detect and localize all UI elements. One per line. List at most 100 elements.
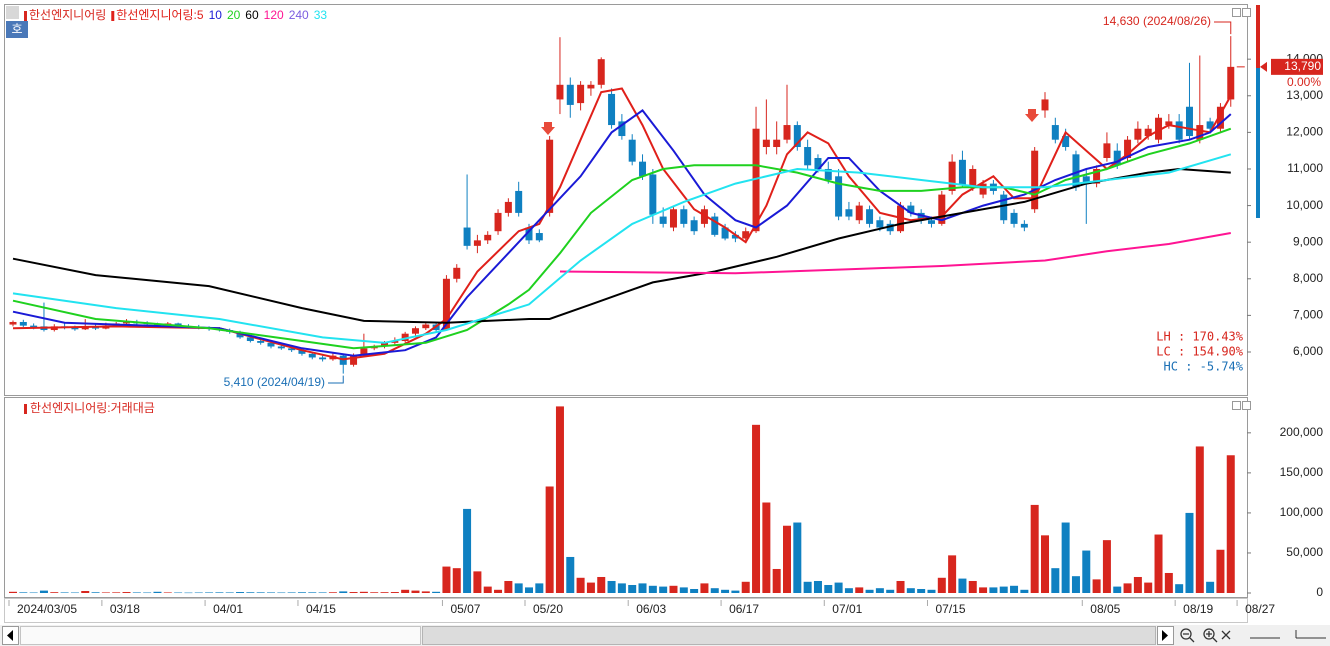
range-icon[interactable] bbox=[1250, 630, 1326, 639]
candle-body bbox=[587, 84, 595, 89]
volume-bar bbox=[514, 583, 523, 593]
candle-body bbox=[453, 267, 461, 279]
volume-bar bbox=[752, 424, 761, 593]
volume-bar bbox=[421, 591, 430, 593]
moving-average-line bbox=[12, 167, 1231, 324]
candle-body bbox=[793, 125, 801, 148]
candle-body bbox=[1175, 121, 1183, 140]
candle-body bbox=[773, 139, 781, 148]
legend-marker bbox=[24, 11, 27, 21]
volume-bar bbox=[1195, 446, 1204, 593]
volume-bar bbox=[473, 571, 482, 593]
volume-bar bbox=[659, 586, 668, 593]
candle-body bbox=[246, 337, 254, 342]
candle-body bbox=[1010, 212, 1018, 224]
candle-body bbox=[969, 168, 977, 188]
moving-average-line bbox=[12, 153, 1232, 344]
volume-title: 한선엔지니어링:거래대금 bbox=[30, 401, 155, 415]
panel-max-button[interactable] bbox=[1242, 8, 1251, 17]
candle-body bbox=[948, 161, 956, 191]
candle-body bbox=[350, 355, 358, 365]
volume-bar bbox=[277, 592, 286, 594]
legend-marker bbox=[24, 404, 27, 414]
candle-body bbox=[979, 183, 987, 195]
volume-bar bbox=[690, 588, 699, 593]
panel-min-button[interactable] bbox=[1232, 401, 1241, 410]
candle-body bbox=[711, 216, 719, 235]
volume-bar bbox=[349, 592, 358, 593]
panel-min-button[interactable] bbox=[1232, 8, 1241, 17]
volume-bar bbox=[535, 583, 544, 593]
volume-bar bbox=[39, 590, 48, 593]
volume-bar bbox=[989, 587, 998, 593]
zoom-in-icon[interactable] bbox=[1203, 628, 1218, 643]
volume-bar bbox=[494, 589, 503, 593]
candle-body bbox=[30, 325, 38, 328]
volume-bar bbox=[236, 592, 245, 593]
candle-body bbox=[473, 240, 481, 246]
panel-max-button[interactable] bbox=[1242, 401, 1251, 410]
scroll-thumb[interactable] bbox=[422, 626, 1156, 645]
volume-bar bbox=[1102, 540, 1111, 593]
reset-icon[interactable] bbox=[1221, 630, 1231, 640]
volume-bar bbox=[205, 592, 214, 593]
x-tick-label: 06/17 bbox=[729, 602, 759, 616]
candle-body bbox=[391, 341, 399, 343]
candle-body bbox=[618, 121, 626, 137]
volume-bar bbox=[442, 566, 451, 593]
x-tick-label: 08/27 bbox=[1245, 602, 1275, 616]
zoom-out-icon[interactable] bbox=[1180, 628, 1195, 643]
legend-label: 33 bbox=[314, 8, 328, 22]
volume-bar bbox=[855, 587, 864, 593]
candle-body bbox=[1155, 117, 1163, 140]
candle-body bbox=[1216, 106, 1224, 129]
candle-body bbox=[1082, 176, 1090, 184]
y-tick-label: 8,000 bbox=[1293, 271, 1323, 285]
volume-bar bbox=[463, 508, 472, 593]
volume-bar bbox=[122, 592, 131, 593]
volume-bar bbox=[174, 592, 183, 594]
candle-body bbox=[463, 227, 471, 246]
volume-bar bbox=[721, 589, 730, 593]
candle-body bbox=[1041, 99, 1049, 111]
candle-body bbox=[917, 212, 925, 221]
volume-bar bbox=[1020, 589, 1029, 593]
y-tick-label: 6,000 bbox=[1293, 344, 1323, 358]
volume-bar bbox=[886, 589, 895, 593]
volume-bars bbox=[9, 406, 1235, 594]
volume-bar bbox=[452, 568, 461, 593]
candle-body bbox=[866, 209, 874, 224]
candle-body bbox=[1072, 154, 1080, 188]
volume-bar bbox=[597, 576, 606, 593]
volume-bar bbox=[1154, 534, 1163, 593]
candle-body bbox=[1196, 125, 1204, 140]
volume-bar bbox=[215, 592, 224, 593]
volume-bar bbox=[1175, 584, 1184, 593]
candle-body bbox=[628, 139, 636, 162]
signal-arrow bbox=[541, 122, 555, 135]
candle-body bbox=[566, 84, 574, 105]
volume-bar bbox=[968, 580, 977, 593]
volume-bar bbox=[411, 590, 420, 593]
volume-bar bbox=[1206, 581, 1215, 593]
icon-box[interactable] bbox=[6, 6, 19, 19]
scroll-track[interactable] bbox=[20, 626, 421, 645]
volume-bar bbox=[256, 592, 265, 593]
volume-bar bbox=[19, 592, 28, 593]
candle-body bbox=[535, 233, 543, 241]
volume-bar bbox=[359, 591, 368, 593]
icon-box[interactable] bbox=[6, 21, 28, 38]
volume-bar bbox=[586, 582, 595, 593]
volume-bar bbox=[937, 577, 946, 593]
legend-label: 10 bbox=[209, 8, 223, 22]
x-tick-label: 08/05 bbox=[1090, 602, 1120, 616]
candle-body bbox=[824, 168, 832, 180]
candle-body bbox=[597, 59, 605, 85]
legend-label: 60 bbox=[245, 8, 259, 22]
x-tick-label: 05/20 bbox=[533, 602, 563, 616]
y-tick-label: 12,000 bbox=[1286, 125, 1323, 139]
volume-bar bbox=[1061, 522, 1070, 593]
volume-bar bbox=[793, 522, 802, 593]
volume-bar bbox=[999, 586, 1008, 593]
